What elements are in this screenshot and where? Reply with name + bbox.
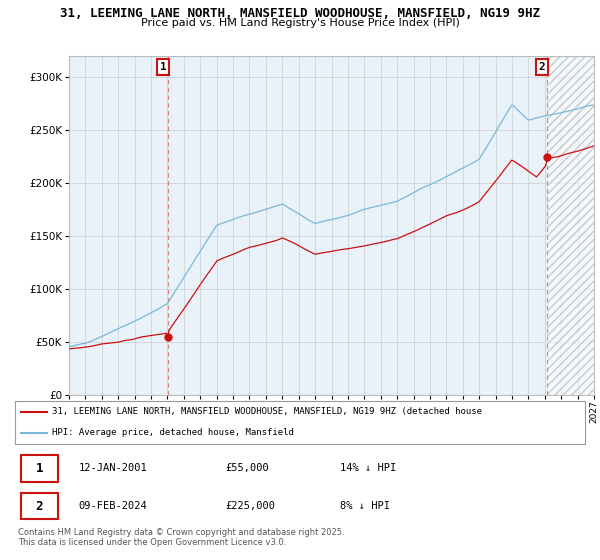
Text: Price paid vs. HM Land Registry's House Price Index (HPI): Price paid vs. HM Land Registry's House … bbox=[140, 18, 460, 28]
Text: 1: 1 bbox=[35, 462, 43, 475]
Bar bbox=[547, 56, 594, 395]
Text: 31, LEEMING LANE NORTH, MANSFIELD WOODHOUSE, MANSFIELD, NG19 9HZ (detached house: 31, LEEMING LANE NORTH, MANSFIELD WOODHO… bbox=[52, 407, 482, 416]
Text: £225,000: £225,000 bbox=[225, 501, 275, 511]
Text: 12-JAN-2001: 12-JAN-2001 bbox=[78, 464, 147, 473]
Text: 14% ↓ HPI: 14% ↓ HPI bbox=[340, 464, 397, 473]
Text: 31, LEEMING LANE NORTH, MANSFIELD WOODHOUSE, MANSFIELD, NG19 9HZ: 31, LEEMING LANE NORTH, MANSFIELD WOODHO… bbox=[60, 7, 540, 20]
Text: 2: 2 bbox=[35, 500, 43, 513]
Text: £55,000: £55,000 bbox=[225, 464, 269, 473]
Bar bbox=[547, 56, 594, 395]
Text: HPI: Average price, detached house, Mansfield: HPI: Average price, detached house, Mans… bbox=[52, 428, 294, 437]
Text: Contains HM Land Registry data © Crown copyright and database right 2025.
This d: Contains HM Land Registry data © Crown c… bbox=[18, 528, 344, 547]
FancyBboxPatch shape bbox=[20, 493, 58, 520]
FancyBboxPatch shape bbox=[15, 400, 585, 444]
Text: 1: 1 bbox=[160, 62, 167, 72]
Text: 09-FEB-2024: 09-FEB-2024 bbox=[78, 501, 147, 511]
Text: 8% ↓ HPI: 8% ↓ HPI bbox=[340, 501, 391, 511]
Text: 2: 2 bbox=[538, 62, 545, 72]
FancyBboxPatch shape bbox=[20, 455, 58, 482]
